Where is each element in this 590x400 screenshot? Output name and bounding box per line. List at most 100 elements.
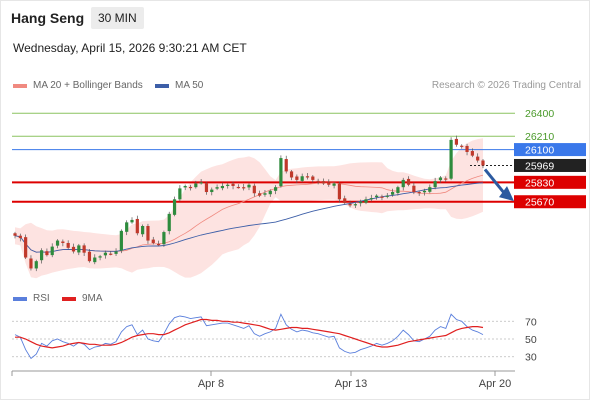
candle-body xyxy=(199,182,203,184)
candle-body xyxy=(343,198,347,203)
rsi-tick-50: 50 xyxy=(525,334,537,346)
candle-body xyxy=(87,251,92,262)
candle-body xyxy=(406,178,411,185)
candle-body xyxy=(476,156,480,161)
candles xyxy=(13,135,485,272)
candle-body xyxy=(151,239,155,243)
candle-body xyxy=(247,184,251,188)
candle-body xyxy=(385,195,389,197)
candle-body xyxy=(98,256,102,258)
candle-body xyxy=(428,187,432,192)
candle-body xyxy=(204,183,209,193)
candle-body xyxy=(66,242,70,248)
candle-body xyxy=(289,171,294,178)
candle-body xyxy=(433,181,437,188)
rsi-tick-70: 70 xyxy=(525,316,537,328)
candle-body xyxy=(252,185,256,194)
legend-ma50-label: MA 50 xyxy=(175,80,204,91)
candle-body xyxy=(279,158,283,187)
candle-body xyxy=(422,190,427,193)
candle-body xyxy=(77,245,81,253)
candle-body xyxy=(167,213,171,232)
legend-ma50-swatch xyxy=(155,83,169,88)
candle-body xyxy=(359,201,363,204)
candle-body xyxy=(348,203,352,206)
level-box-25830 xyxy=(514,175,586,189)
level-box-25969 xyxy=(514,158,586,172)
candle-body xyxy=(242,187,246,189)
level-label-25830: 25830 xyxy=(525,177,554,189)
candle-body xyxy=(215,187,219,189)
candle-body xyxy=(300,176,304,181)
candle-body xyxy=(34,261,38,269)
candle-body xyxy=(438,177,443,181)
candle-body xyxy=(18,235,22,239)
candle-body xyxy=(263,193,267,195)
level-box-26100 xyxy=(514,143,586,157)
legend-ma20-swatch xyxy=(13,83,27,88)
candle-body xyxy=(61,241,65,243)
candle-body xyxy=(183,185,187,188)
candle-body xyxy=(327,182,331,185)
candle-body xyxy=(13,233,17,236)
legend-ma50: MA 50 xyxy=(155,80,203,91)
candle-body xyxy=(210,189,214,193)
candle-body xyxy=(103,252,108,256)
candle-body xyxy=(82,245,86,253)
candle-body xyxy=(273,187,278,191)
level-box-25670 xyxy=(514,195,586,209)
instrument-title: Hang Seng xyxy=(11,10,85,26)
timestamp: Wednesday, April 15, 2026 9:30:21 AM CET xyxy=(13,41,247,55)
candle-body xyxy=(194,183,198,188)
candle-body xyxy=(172,199,177,215)
rsi-ma-line xyxy=(15,318,484,349)
candle-body xyxy=(141,225,145,235)
candle-body xyxy=(332,183,336,186)
candle-body xyxy=(71,246,76,252)
timeframe-badge[interactable]: 30 MIN xyxy=(91,7,144,29)
candle-body xyxy=(444,178,448,180)
candle-body xyxy=(45,251,49,256)
candle-body xyxy=(380,196,384,198)
legend-rsi-ma: 9MA xyxy=(62,293,103,304)
candle-body xyxy=(401,179,405,188)
candle-body xyxy=(353,204,357,206)
candle-body xyxy=(50,246,54,256)
candle-body xyxy=(454,138,459,145)
legend-rsi-label: RSI xyxy=(33,293,50,304)
forecast-arrow-head xyxy=(499,186,514,202)
candle-body xyxy=(236,186,240,189)
x-label-Apr 8: Apr 8 xyxy=(198,378,224,390)
candle-body xyxy=(188,186,193,189)
candle-body xyxy=(109,253,113,255)
candle-body xyxy=(284,159,288,172)
candle-body xyxy=(268,190,272,195)
legend-ma20-label: MA 20 + Bollinger Bands xyxy=(33,80,143,91)
candle-body xyxy=(39,250,44,261)
legend-rsi-ma-swatch xyxy=(62,296,76,301)
candle-body xyxy=(460,145,464,147)
candle-body xyxy=(311,176,315,180)
credit-text: Research © 2026 Trading Central xyxy=(431,80,581,91)
candle-body xyxy=(226,184,230,186)
forecast-arrow-shaft xyxy=(483,168,507,196)
level-label-25969: 25969 xyxy=(525,160,554,172)
candle-body xyxy=(316,180,320,183)
rsi-tick-30: 30 xyxy=(525,352,537,364)
candle-body xyxy=(220,185,225,189)
legend-rsi-ma-label: 9MA xyxy=(82,293,103,304)
level-label-25670: 25670 xyxy=(525,197,554,209)
x-label-Apr 20: Apr 20 xyxy=(479,378,511,390)
candle-body xyxy=(412,185,416,193)
ma50-line xyxy=(14,182,484,253)
candle-body xyxy=(162,232,166,245)
candle-body xyxy=(369,198,373,200)
legend-rsi: RSI xyxy=(13,293,50,304)
candle-body xyxy=(156,243,161,246)
legend-ma20: MA 20 + Bollinger Bands xyxy=(13,80,143,91)
candle-body xyxy=(135,218,139,234)
candle-body xyxy=(258,193,262,196)
candle-body xyxy=(55,240,60,246)
candle-body xyxy=(114,251,118,254)
